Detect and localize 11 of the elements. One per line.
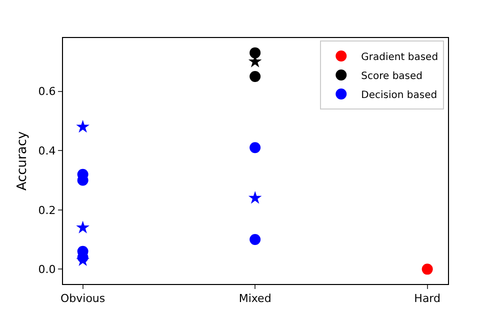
- y-tick-label: 0.4: [38, 144, 56, 158]
- legend-label: Score based: [361, 70, 423, 82]
- x-tick-label: Hard: [414, 292, 440, 306]
- y-axis-title: Accuracy: [15, 131, 30, 191]
- x-tick-label: Mixed: [238, 292, 272, 306]
- y-tick-label: 0.2: [38, 204, 56, 217]
- y-tick-label: 0.0: [38, 263, 56, 276]
- legend-label: Gradient based: [361, 52, 438, 63]
- x-tick-label: Obvious: [60, 292, 106, 306]
- legend-label: Decision based: [361, 90, 438, 101]
- y-tick-label: 0.6: [38, 85, 56, 98]
